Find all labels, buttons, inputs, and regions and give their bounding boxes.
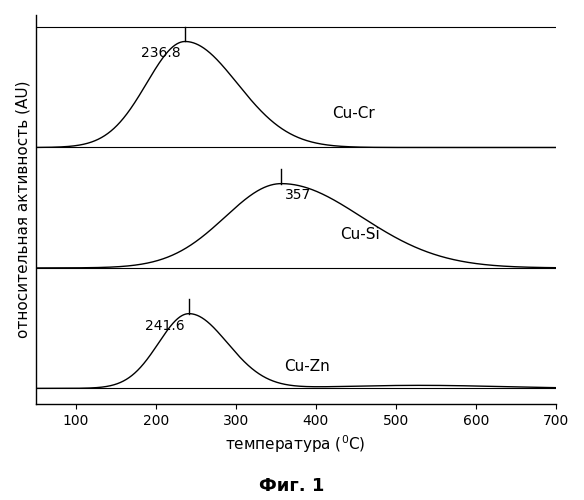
X-axis label: температура ($^0$C): температура ($^0$C) (225, 434, 366, 455)
Y-axis label: относительная активность (AU): относительная активность (AU) (15, 81, 30, 338)
Text: 241.6: 241.6 (145, 318, 185, 332)
Text: 236.8: 236.8 (141, 46, 181, 60)
Text: Cu-Cr: Cu-Cr (332, 106, 374, 122)
Text: Фиг. 1: Фиг. 1 (259, 477, 325, 495)
Text: Cu-Zn: Cu-Zn (284, 359, 329, 374)
Text: 357: 357 (286, 188, 311, 202)
Text: Cu-Si: Cu-Si (340, 226, 380, 242)
